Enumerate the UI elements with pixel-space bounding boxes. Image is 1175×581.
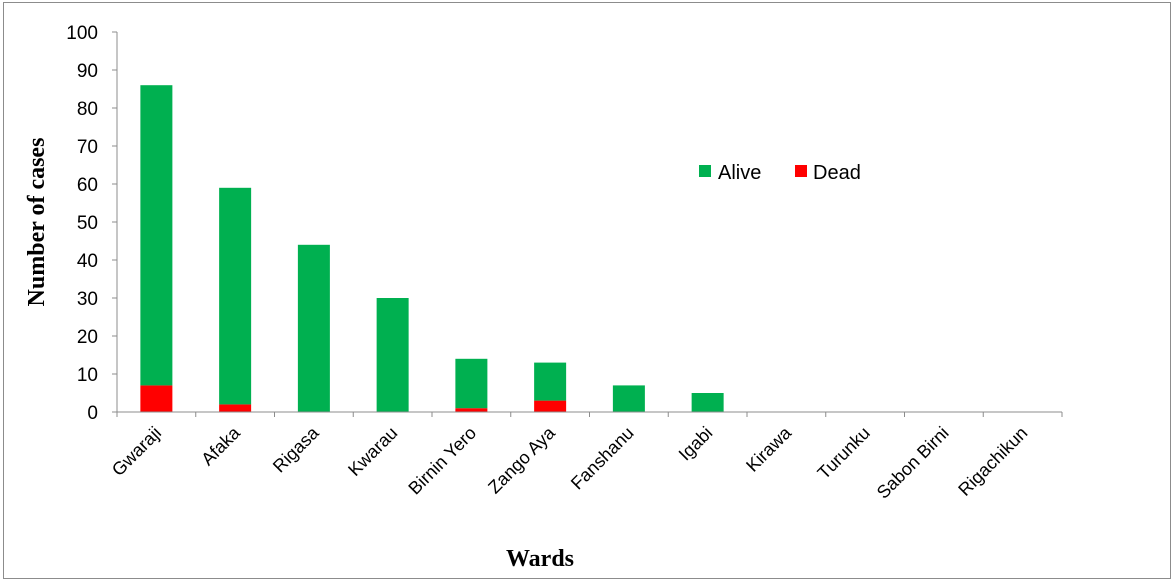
y-tick-label-10: 10 <box>77 365 98 386</box>
x-category-label-igabi: Igabi <box>675 423 717 465</box>
bar-alive-igabi <box>691 393 724 412</box>
bar-dead-gwaraji <box>140 385 173 412</box>
legend-label-alive: Alive <box>718 162 761 184</box>
bar-dead-afaka <box>219 404 252 412</box>
x-category-label-birnin-yero: Birnin Yero <box>404 423 480 499</box>
x-category-label-zango-aya: Zango Aya <box>484 422 559 497</box>
bar-dead-birnin-yero <box>455 408 488 412</box>
x-category-label-fanshanu: Fanshanu <box>567 423 638 494</box>
legend-swatch-alive <box>699 165 711 177</box>
chart-frame <box>3 2 1171 579</box>
x-category-label-rigachikun: Rigachikun <box>954 423 1031 500</box>
x-category-labels: Gwaraji Afaka Rigasa Kwarau Birnin Yero Zango… <box>108 422 1032 503</box>
y-tick-label-30: 30 <box>77 289 98 310</box>
y-tick-label-100: 100 <box>66 23 98 44</box>
x-category-label-rigasa: Rigasa <box>269 422 323 476</box>
y-tick-label-90: 90 <box>77 61 98 82</box>
y-tick-label-80: 80 <box>77 99 98 120</box>
y-tick-labels: 0 10 20 30 40 50 60 70 80 90 100 <box>66 23 98 424</box>
y-tick-label-60: 60 <box>77 175 98 196</box>
y-tick-label-40: 40 <box>77 251 98 272</box>
x-category-label-turunku: Turunku <box>814 423 874 483</box>
y-axis-title: Number of cases <box>24 138 50 307</box>
y-tick-label-70: 70 <box>77 137 98 158</box>
x-category-label-gwaraji: Gwaraji <box>108 423 165 480</box>
bar-alive-fanshanu <box>612 385 645 412</box>
bar-alive-gwaraji <box>140 85 173 386</box>
bar-alive-rigasa <box>297 244 330 412</box>
bar-dead-zango-aya <box>534 400 567 412</box>
bar-alive-afaka <box>219 187 252 405</box>
y-tick-label-50: 50 <box>77 213 98 234</box>
legend: Alive Dead <box>699 162 861 184</box>
y-tick-label-0: 0 <box>87 403 98 424</box>
axes-layer <box>112 31 1063 417</box>
bar-alive-kwarau <box>376 298 409 412</box>
bars-layer <box>140 85 724 412</box>
x-category-label-afaka: Afaka <box>197 422 244 469</box>
y-tick-label-20: 20 <box>77 327 98 348</box>
x-axis-title: Wards <box>506 546 574 572</box>
legend-swatch-dead <box>795 165 807 177</box>
x-category-label-kirawa: Kirawa <box>742 422 796 476</box>
bar-alive-zango-aya <box>534 362 567 401</box>
x-category-label-kwarau: Kwarau <box>344 423 401 480</box>
x-category-label-sabon-birni: Sabon Birni <box>873 423 953 503</box>
legend-label-dead: Dead <box>813 162 861 184</box>
bar-alive-birnin-yero <box>455 358 488 409</box>
